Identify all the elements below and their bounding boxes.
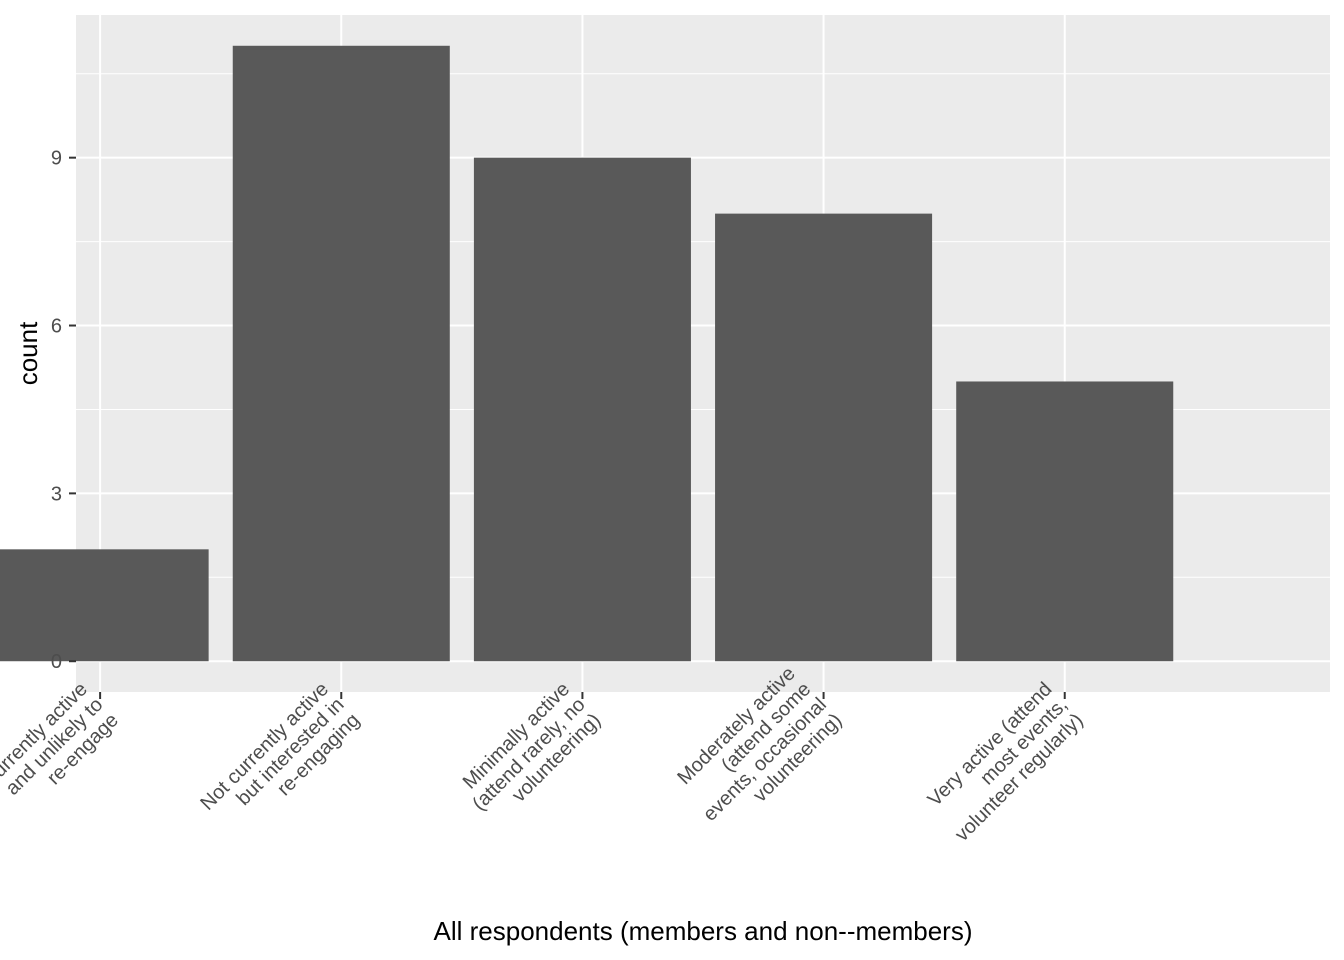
y-tick-label: 6 — [51, 316, 62, 338]
bar — [0, 549, 209, 662]
bars — [0, 45, 1174, 662]
bar — [473, 157, 691, 662]
x-tick-label: Minimally active(attend rarely, novolunt… — [459, 678, 605, 815]
y-axis: 0 3 6 9 — [51, 148, 76, 673]
bar — [232, 45, 450, 662]
bar — [715, 213, 933, 662]
y-tick-label: 0 — [51, 651, 62, 673]
bar — [956, 381, 1174, 662]
y-axis-title: count — [13, 321, 43, 385]
y-tick-label: 9 — [51, 148, 62, 170]
y-tick-label: 3 — [51, 483, 62, 505]
x-axis-title: All respondents (members and non--member… — [434, 916, 973, 946]
